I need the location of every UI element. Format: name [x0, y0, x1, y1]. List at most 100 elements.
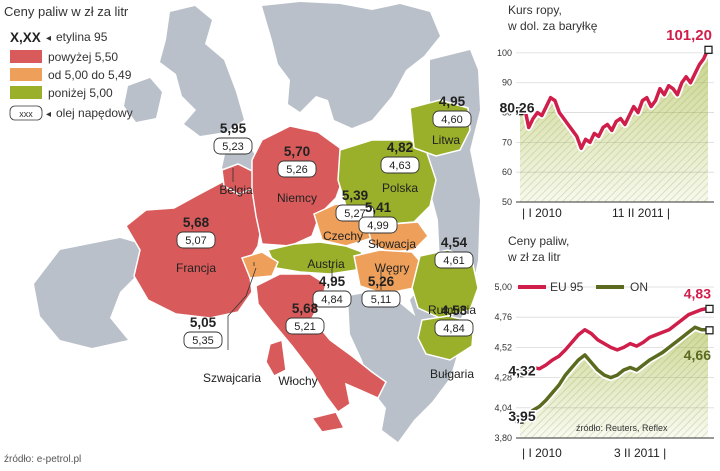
- legend-arrow-icon: ◂: [46, 33, 51, 44]
- oil-point: [676, 94, 678, 96]
- on-point: [681, 336, 683, 338]
- oil-point: [602, 126, 604, 129]
- diesel-price-litwa: 4,60: [441, 114, 462, 126]
- diesel-box-niemcy: [277, 160, 317, 178]
- oil-end-label: 101,20: [666, 27, 712, 44]
- fuel-xtick-1: 3 II 2011 |: [614, 446, 666, 460]
- on-point: [649, 359, 651, 361]
- on-point: [558, 384, 560, 386]
- country-label-wlochy: 5,68 5,21 Włochy: [278, 301, 325, 388]
- on-line: [519, 325, 708, 421]
- legend-diesel-symbol: xxx: [19, 109, 33, 119]
- oil-point: [633, 105, 635, 108]
- on-point: [662, 351, 664, 354]
- oil-point: [628, 114, 630, 117]
- fuel-title-line-0: Ceny paliw,: [508, 234, 569, 248]
- legend-etylina-label: etylina 95: [56, 30, 108, 44]
- eu95-point: [623, 346, 625, 348]
- eu95-point: [700, 309, 703, 311]
- eu95-point: [655, 334, 657, 336]
- land-scandinavia: [262, 2, 440, 128]
- map-legend: Ceny paliw w zł za litr X,XX ◂ etylina 9…: [4, 4, 133, 121]
- oil-point: [571, 129, 574, 132]
- petrol-price-belgia: 5,95: [220, 121, 247, 136]
- eu95-point: [687, 314, 690, 316]
- legend-diesel-label: olej napędowy: [56, 106, 133, 120]
- legend-eu95-label: EU 95: [550, 280, 584, 294]
- ytick-label-5: 5,00: [494, 282, 512, 292]
- oil-title-line-0: Kurs ropy,: [508, 3, 562, 17]
- diesel-box-litwa: [432, 110, 472, 128]
- oil-start-label: 80,26: [499, 100, 534, 116]
- on-start-label: 3,95: [508, 408, 535, 424]
- island-sicily: [310, 411, 346, 433]
- diesel-price-niemcy: 5,26: [286, 164, 307, 176]
- diesel-price-wlochy: 5,21: [294, 321, 315, 333]
- oil-point: [593, 132, 595, 135]
- oil-point: [637, 111, 639, 114]
- oil-point: [545, 105, 547, 108]
- diesel-box-wlochy: [285, 317, 325, 335]
- eu95-point: [577, 334, 579, 336]
- country-label-wegry: 5,26 5,11 Węgry: [361, 261, 409, 308]
- oil-point: [659, 88, 661, 90]
- country-label-litwa: 4,95 4,60 Litwa: [432, 94, 472, 147]
- legend-diesel-arrow-icon: ◂: [46, 109, 51, 120]
- series-start-marker-0: [515, 368, 524, 378]
- eu95-point: [532, 366, 534, 369]
- country-label-szwajcaria: 5,05 5,35 Szwajcaria: [183, 315, 261, 385]
- petrol-price-bulgaria: 4,53: [441, 303, 468, 318]
- legend-etylina-symbol: X,XX: [10, 30, 41, 45]
- on-point: [668, 346, 670, 348]
- oil-point: [615, 120, 617, 123]
- pointer-lines: [227, 168, 382, 350]
- on-end-label: 4,66: [684, 347, 711, 363]
- eu95-point: [584, 329, 586, 331]
- on-point: [655, 355, 657, 357]
- eu95-point: [564, 349, 566, 351]
- country-label-rumunia: 4,54 4,61 Rumunia: [428, 235, 476, 317]
- legend-swatches: powyżej 5,50 od 5,00 do 5,49 poniżej 5,00: [10, 50, 132, 100]
- pointer-szwajcaria: [227, 267, 257, 350]
- land-ireland: [124, 78, 162, 122]
- diesel-box-rumunia: [434, 251, 474, 269]
- legend-swatch-0: [10, 50, 42, 63]
- on-point: [538, 405, 541, 408]
- on-point: [571, 366, 573, 369]
- ytick-label-1: 4,04: [494, 403, 512, 413]
- ytick-label-5: 100: [497, 48, 512, 58]
- on-point: [564, 374, 566, 376]
- eu95-point: [525, 369, 528, 371]
- oil-price-chart: Kurs ropy, w dol. za baryłkę 50 60 70 80 90 100…: [497, 3, 714, 220]
- oil-point: [523, 105, 525, 108]
- diesel-box-belgia: [213, 137, 253, 155]
- country-name-slowacja: Słowacja: [368, 237, 416, 251]
- eu95-point: [603, 343, 605, 345]
- oil-point: [641, 100, 644, 102]
- oil-point: [624, 123, 626, 126]
- diesel-price-rumunia: 4,61: [443, 255, 464, 267]
- country-label-austria: 4,95 4,84 Austria: [307, 257, 352, 308]
- country-name-belgia: Belgia: [219, 183, 253, 197]
- oil-point: [689, 82, 692, 84]
- on-point: [551, 392, 554, 394]
- on-point: [603, 374, 605, 376]
- country-name-polska: Polska: [382, 181, 418, 195]
- fuel-xtick-0: | I 2010: [522, 446, 562, 460]
- country-label-francja: 5,68 5,07 Francja: [176, 215, 216, 275]
- eu95-start-label: 4,32: [508, 363, 535, 379]
- diesel-price-szwajcaria: 5,35: [192, 335, 213, 347]
- land-britain: [160, 6, 244, 136]
- oil-point: [646, 97, 648, 99]
- diesel-price-wegry: 5,11: [371, 294, 392, 306]
- on-point: [636, 369, 638, 371]
- oil-point: [567, 123, 569, 126]
- country-germany: [251, 125, 345, 247]
- on-point: [597, 369, 599, 371]
- legend-diesel-box: [9, 105, 43, 121]
- diesel-price-austria: 4,84: [321, 294, 342, 306]
- eu95-point: [642, 341, 644, 343]
- eu95-point: [694, 311, 696, 313]
- fuel-title-line-1: w zł za litr: [507, 250, 561, 264]
